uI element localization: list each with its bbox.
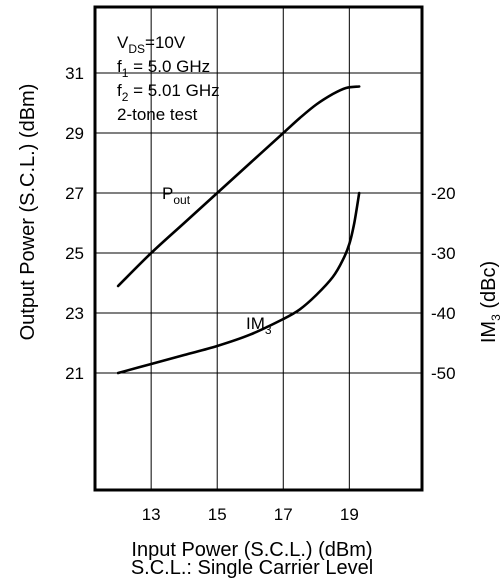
y-left-tick-label: 21	[65, 364, 84, 383]
condition-test: 2-tone test	[117, 105, 198, 124]
y-right-tick-label: -40	[431, 304, 456, 323]
y-left-tick-label: 27	[65, 184, 84, 203]
footnote: S.C.L.: Single Carrier Level	[131, 557, 373, 579]
x-tick-label: 15	[208, 505, 227, 524]
series-group	[116, 85, 361, 375]
y-left-tick-label: 23	[65, 304, 84, 323]
condition-f2: f2 = 5.01 GHz	[117, 81, 220, 104]
y-right-tick-label: -50	[431, 364, 456, 383]
y-right-tick-label: -20	[431, 184, 456, 203]
condition-f1: f1 = 5.0 GHz	[117, 57, 210, 80]
im3-series-line	[116, 191, 361, 375]
y-left-tick-label: 31	[65, 64, 84, 83]
plot-frame	[93, 5, 424, 492]
pout-series-label: Pout	[162, 184, 191, 207]
im3-series-label: IM3	[246, 314, 272, 337]
y-right-tick-label: -30	[431, 244, 456, 263]
y-axis-title-right: IM3 (dBc)	[478, 261, 503, 343]
y-left-tick-label: 29	[65, 124, 84, 143]
x-tick-label: 17	[274, 505, 293, 524]
pout-series-line	[116, 85, 361, 288]
y-left-tick-label: 25	[65, 244, 84, 263]
condition-vds: VDS=10V	[117, 33, 186, 56]
grid	[95, 7, 422, 490]
tick-labels: 13 15 17 19 21 23 25 27 29 31 -50 -40 -30 -20	[65, 64, 456, 524]
x-tick-label: 13	[142, 505, 161, 524]
x-tick-label: 19	[340, 505, 359, 524]
y-axis-title-left: Output Power (S.C.L.) (dBm)	[17, 84, 39, 341]
conditions-box: VDS=10V f1 = 5.0 GHz f2 = 5.01 GHz 2-ton…	[117, 33, 220, 124]
x-axis-title: Input Power (S.C.L.) (dBm)	[131, 539, 372, 561]
